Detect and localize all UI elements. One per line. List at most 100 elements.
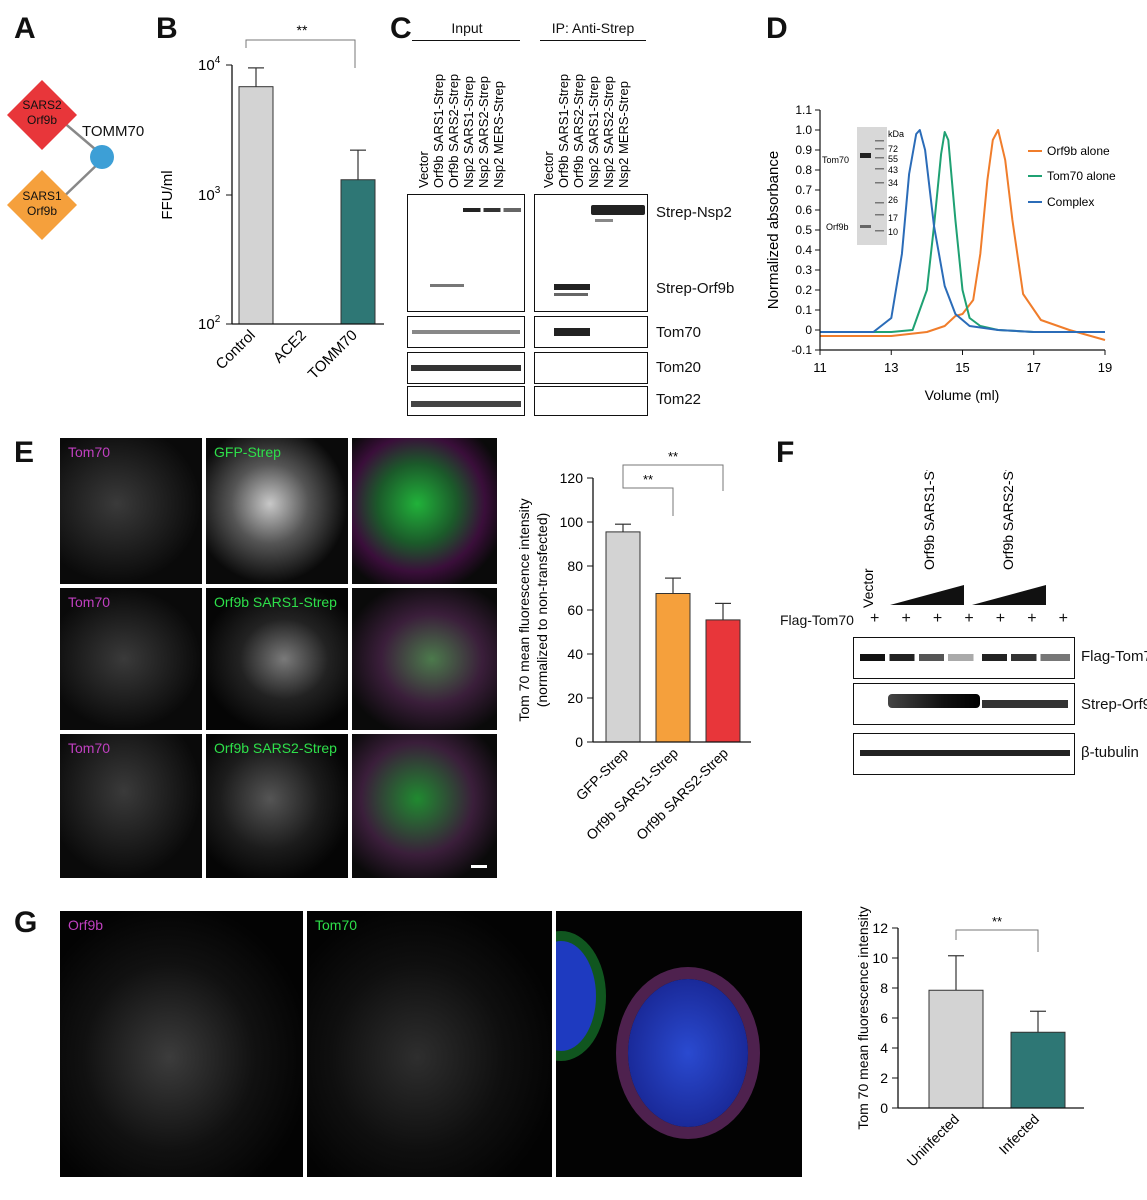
c-ip-nsp2-bands: [591, 205, 645, 215]
e-row2-merge-image: [352, 588, 497, 730]
c-ip-lane-1: Vector: [541, 150, 556, 188]
f-group-sars1: Orf9b SARS1-Strep: [921, 470, 937, 570]
d-xtick-label-11: 11: [813, 360, 827, 375]
c-input-header: Input: [451, 20, 483, 36]
c-lane-labels: Vector Orf9b SARS1-Strep Orf9b SARS2-Str…: [416, 74, 631, 188]
f-plus-4: +: [964, 610, 974, 627]
g-y-ticks: 0 2 4 6 8 10 12: [872, 920, 898, 1116]
f-flag-row-label: Flag-Tom70: [780, 612, 854, 628]
d-ytick-label--0.1: -0.1: [791, 343, 812, 357]
c-ip-tom70-blot: [534, 316, 648, 348]
c-input-nsp2-bands: [463, 208, 521, 212]
b-significance-marker: **: [297, 22, 308, 38]
e-bar-orf9b-sars1-strep: [655, 593, 691, 743]
c-input-nsp2-orf9b-blot: [407, 194, 525, 312]
sars1-orf9b-node: [7, 170, 77, 240]
e-row3-left-label: Tom70: [68, 740, 111, 756]
e-y-axis-label-line2: (normalized to non-transfected): [534, 513, 550, 708]
f-plus-5: +: [995, 610, 1006, 627]
c-input-lane-6: Nsp2 MERS-Strep: [491, 81, 506, 188]
f-plus-7: +: [1058, 610, 1068, 627]
d-ytick-label-0.9: 0.9: [795, 143, 812, 157]
c-ip-header: IP: Anti-Strep: [551, 20, 635, 36]
e-row3-mid-label: Orf9b SARS2-Strep: [214, 740, 337, 756]
d-gel-band-tom70: [860, 153, 871, 158]
e-ytick-label-40: 40: [567, 646, 583, 662]
e-bars: [605, 523, 741, 743]
c-label-strep-nsp2: Strep-Nsp2: [656, 204, 732, 221]
d-gel-marker-10: 10: [888, 227, 898, 237]
panel-letter-g: G: [14, 906, 38, 939]
e-row2-orf9b-image: Orf9b SARS1-Strep: [206, 588, 348, 730]
c-ip-nsp2-minor-band: [595, 219, 613, 222]
network-diagram: SARS2 Orf9b SARS1 Orf9b TOMM70: [7, 80, 144, 240]
c-input-lane-2: Orf9b SARS1-Strep: [431, 74, 446, 188]
f-gradient-sars1: [890, 585, 964, 605]
e-row3-tom70-image: Tom70: [60, 734, 202, 878]
g-cat-uninfected: Uninfected: [903, 1111, 962, 1170]
d-series-lines: [820, 129, 1106, 341]
panel-letter-a: A: [14, 12, 36, 45]
b-tick-label-100: 102: [198, 314, 221, 333]
d-ytick-label-0.6: 0.6: [795, 203, 812, 217]
e-ytick-label-80: 80: [567, 558, 583, 574]
b-cat-control: Control: [213, 327, 259, 373]
g-merge-nucleus-neighbor: [556, 941, 596, 1051]
c-input-lane-4: Nsp2 SARS1-Strep: [461, 76, 476, 188]
e-row1-tom70-image: Tom70: [60, 438, 202, 584]
d-xtick-label-19: 19: [1098, 360, 1112, 375]
b-cat-tomm70: TOMM70: [305, 327, 361, 383]
f-flag-plus-row: + + + + + + +: [870, 610, 1068, 628]
panel-letter-c: C: [390, 12, 412, 45]
c-input-lane-5: Nsp2 SARS2-Strep: [476, 76, 491, 188]
e-ytick-label-60: 60: [567, 602, 583, 618]
d-ytick-label-0.3: 0.3: [795, 263, 812, 277]
e-scale-bar: [471, 865, 487, 868]
d-ytick-label-1.1: 1.1: [795, 103, 812, 117]
g-tom70-image: Tom70: [307, 911, 552, 1177]
panel-letter-e: E: [14, 436, 35, 469]
c-input-rule: [412, 40, 520, 41]
d-gel-marker-17: 17: [888, 213, 898, 223]
g-cat-infected: Infected: [996, 1111, 1043, 1158]
c-ip-tom22-blot: [534, 386, 648, 416]
e-ytick-label-0: 0: [575, 734, 583, 750]
c-label-tom22: Tom22: [656, 391, 702, 408]
c-input-tom20-blot: [407, 352, 525, 384]
d-ytick-label-0.8: 0.8: [795, 163, 812, 177]
c-ip-rule: [540, 40, 646, 41]
c-input-tom70-blot: [407, 316, 525, 348]
b-tick-label-1000: 103: [198, 185, 221, 204]
panel-b-bars: [238, 67, 376, 325]
f-plus-6: +: [1027, 610, 1037, 627]
f-plus-3: +: [932, 610, 943, 627]
e-cat-sars2: Orf9b SARS2-Strep: [633, 745, 731, 843]
d-gel-marker-55: 55: [888, 154, 898, 164]
g-ytick-label-10: 10: [872, 950, 888, 966]
sars1-label-line2: Orf9b: [27, 204, 57, 218]
g-y-axis-label: Tom 70 mean fluorescence intensity: [855, 906, 871, 1129]
e-bracket-inner: [622, 483, 674, 516]
c-ip-lane-4: Nsp2 SARS1-Strep: [586, 76, 601, 188]
e-row2-mid-label: Orf9b SARS1-Strep: [214, 594, 337, 610]
g-bars: [928, 955, 1066, 1109]
sars2-label-line1: SARS2: [22, 98, 62, 112]
e-ytick-label-120: 120: [560, 470, 584, 486]
panel-b-chart: 104 103 102 FFU/ml ** Control ACE2 TOMM7…: [159, 22, 384, 383]
g-ytick-label-12: 12: [872, 920, 888, 936]
c-input-tom20-band: [411, 365, 521, 371]
d-x-axis-label: Volume (ml): [925, 387, 1000, 403]
g-orf9b-label: Orf9b: [68, 917, 104, 933]
c-ip-lane-6: Nsp2 MERS-Strep: [616, 81, 631, 188]
g-significance-marker: **: [992, 914, 1002, 929]
d-legend-complex: Complex: [1047, 195, 1094, 209]
d-gel-kda-label: kDa: [888, 129, 904, 139]
g-merge-nucleus-main: [628, 979, 748, 1127]
e-bracket-outer: [622, 464, 724, 491]
e-bar-gfp-strep: [605, 531, 641, 743]
f-plus-1: +: [870, 610, 880, 627]
f-strep-sars1-bands: [888, 694, 980, 708]
f-label-flag-tom70: Flag-Tom70: [1081, 648, 1147, 665]
e-bar-orf9b-sars2-strep: [705, 619, 741, 743]
b-cat-ace2: ACE2: [270, 327, 310, 367]
